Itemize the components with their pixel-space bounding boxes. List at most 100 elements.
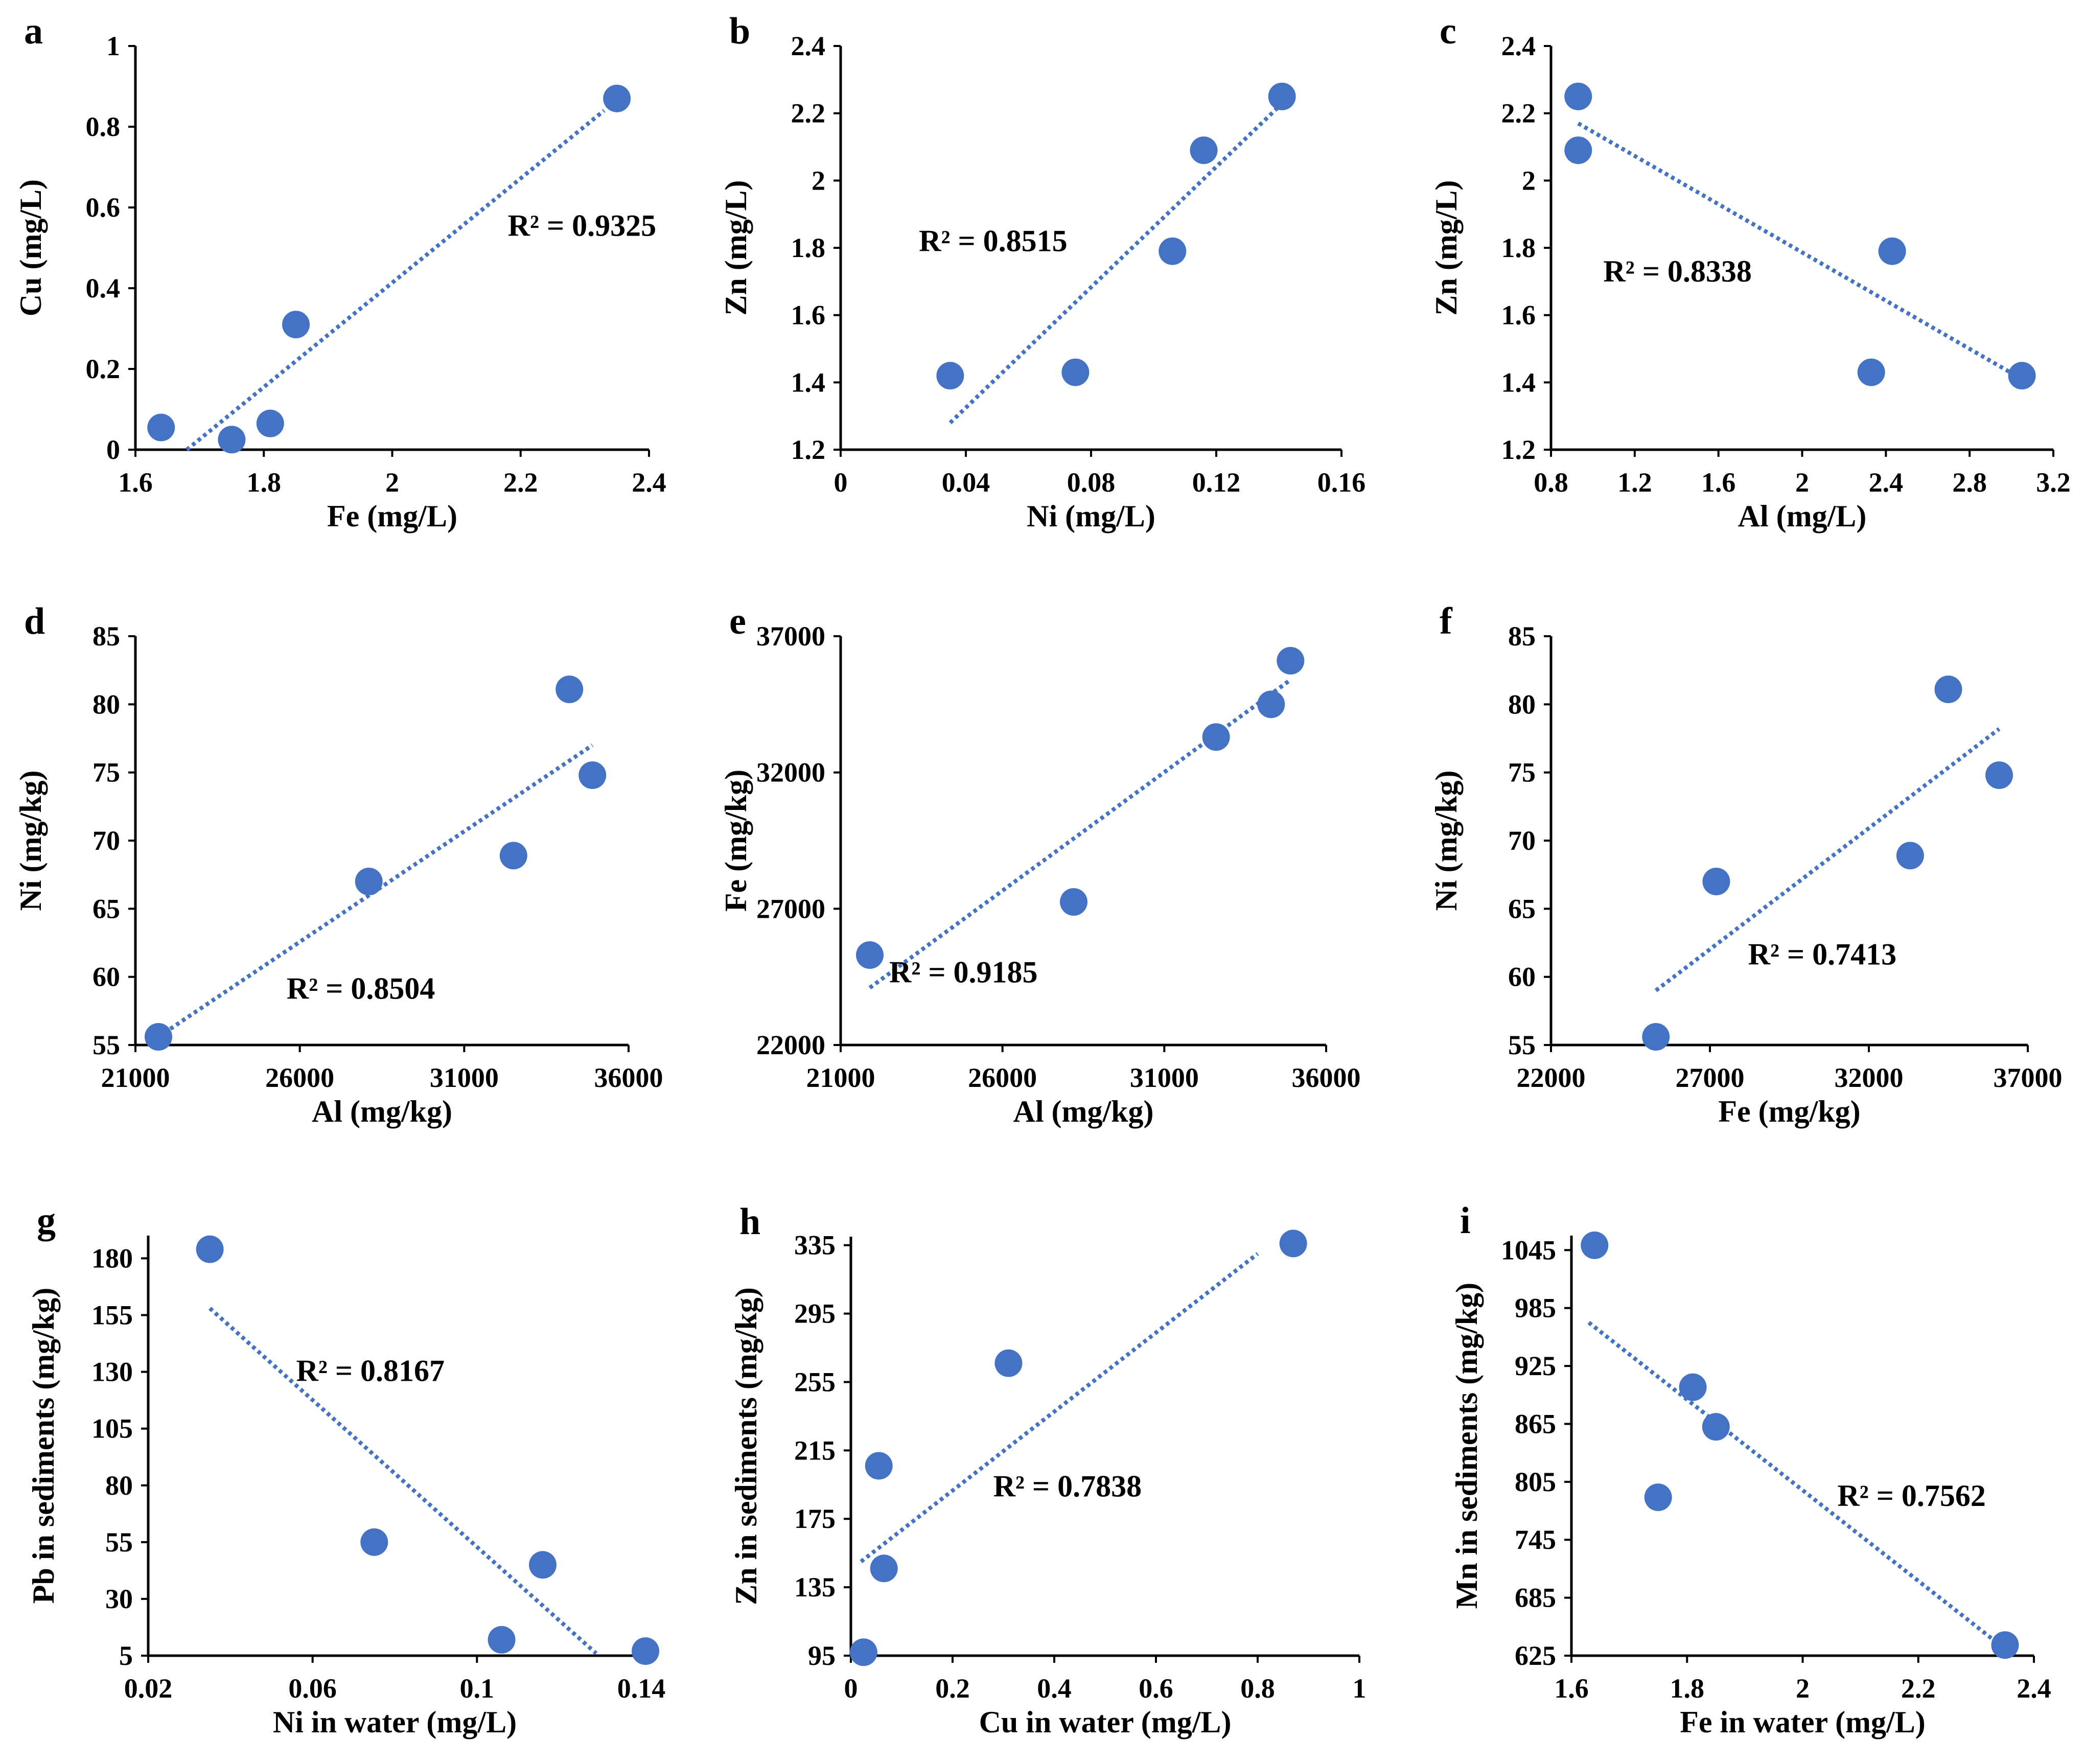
- y-tick-label: 85: [1508, 621, 1536, 652]
- y-tick-label: 55: [92, 1030, 120, 1060]
- y-tick-label: 27000: [756, 893, 825, 924]
- data-point: [1991, 1631, 2019, 1659]
- data-point: [147, 413, 175, 442]
- x-tick-label: 0: [844, 1673, 858, 1704]
- y-tick-label: 255: [794, 1366, 836, 1397]
- x-tick-label: 21000: [806, 1062, 875, 1093]
- y-axis-title: Pb in sediments (mg/kg): [27, 1288, 60, 1604]
- data-point: [145, 1023, 173, 1051]
- x-tick-label: 0.4: [1037, 1673, 1072, 1704]
- y-tick-label: 0.4: [86, 273, 121, 304]
- x-tick-label: 0.08: [1067, 467, 1116, 498]
- x-tick-label: 37000: [1994, 1062, 2063, 1093]
- x-tick-label: 2: [1796, 1673, 1810, 1704]
- x-tick-label: 2: [1795, 467, 1809, 498]
- x-tick-label: 1.8: [247, 467, 282, 498]
- r-squared-label: R² = 0.7413: [1748, 938, 1897, 971]
- y-tick-label: 65: [92, 893, 120, 924]
- data-point: [1702, 868, 1730, 895]
- y-tick-label: 2: [812, 165, 825, 196]
- data-point: [1564, 82, 1592, 110]
- x-tick-label: 2.4: [1869, 467, 1904, 498]
- y-tick-label: 80: [1508, 689, 1536, 719]
- data-point: [1159, 237, 1187, 265]
- y-axis-title: Ni (mg/kg): [1429, 771, 1463, 911]
- y-tick-label: 55: [1508, 1030, 1536, 1060]
- y-tick-label: 32000: [756, 757, 825, 788]
- x-tick-label: 0.02: [124, 1673, 173, 1704]
- data-point: [1679, 1373, 1707, 1401]
- y-tick-label: 60: [1508, 962, 1536, 992]
- panel-label: h: [739, 1201, 760, 1243]
- data-point: [578, 761, 607, 789]
- data-point: [488, 1626, 516, 1654]
- x-tick-label: 36000: [1292, 1062, 1361, 1093]
- chart-panel-h: 0 0.2 0.4 0.6 0.8 1 95 135 175 215 255 295 335 Cu in …: [729, 1201, 1367, 1739]
- chart-panel-a: 1.6 1.8 2 2.2 2.4 0 0.2 0.4 0.6 0.8 1 Fe (mg/L) Cu (…: [14, 10, 666, 533]
- x-axis-title: Al (mg/kg): [1013, 1095, 1154, 1128]
- data-point: [1878, 237, 1906, 265]
- y-tick-label: 135: [794, 1572, 836, 1603]
- data-point: [1257, 690, 1285, 718]
- y-tick-label: 30: [105, 1584, 133, 1614]
- y-tick-label: 1.8: [1501, 233, 1536, 263]
- y-tick-label: 80: [92, 689, 120, 719]
- y-tick-label: 0.8: [86, 111, 121, 142]
- x-tick-label: 0.14: [617, 1673, 666, 1704]
- data-point: [1190, 136, 1218, 165]
- trendline: [860, 1252, 1259, 1564]
- panel-label: e: [729, 600, 746, 642]
- x-tick-label: 2.8: [1952, 467, 1987, 498]
- x-tick-label: 2: [385, 467, 399, 498]
- data-point: [499, 842, 527, 870]
- x-tick-label: 0.8: [1534, 467, 1568, 498]
- data-point: [1985, 761, 2013, 789]
- x-axis-title: Fe (mg/kg): [1718, 1095, 1860, 1128]
- y-tick-label: 685: [1515, 1583, 1556, 1613]
- y-tick-label: 2.4: [791, 31, 826, 61]
- y-tick-label: 70: [92, 825, 120, 856]
- y-tick-label: 175: [794, 1503, 836, 1534]
- data-point: [1279, 1229, 1307, 1258]
- y-tick-label: 2.2: [791, 98, 826, 129]
- x-axis-title: Al (mg/L): [1738, 499, 1867, 533]
- data-point: [994, 1349, 1023, 1377]
- data-point: [360, 1528, 388, 1556]
- trendline: [948, 105, 1281, 425]
- chart-panel-b: 0 0.04 0.08 0.12 0.16 1.2 1.4 1.6 1.8 2 2.2 2.4 Ni (…: [719, 10, 1365, 533]
- data-point: [1277, 647, 1305, 675]
- x-tick-label: 0.06: [288, 1673, 337, 1704]
- panel-label: i: [1460, 1200, 1471, 1242]
- data-point: [603, 84, 631, 112]
- data-point: [256, 409, 284, 437]
- y-tick-label: 335: [794, 1230, 836, 1261]
- r-squared-label: R² = 0.8515: [919, 224, 1068, 258]
- y-tick-label: 130: [91, 1357, 133, 1387]
- y-tick-label: 745: [1515, 1524, 1556, 1555]
- trendline: [185, 109, 606, 452]
- panel-label: f: [1440, 600, 1453, 642]
- data-point: [529, 1551, 557, 1579]
- x-tick-label: 2.4: [2017, 1673, 2051, 1704]
- data-point: [1202, 723, 1230, 751]
- data-point: [282, 311, 310, 339]
- trendline: [868, 678, 1292, 990]
- x-axis-title: Fe in water (mg/L): [1680, 1705, 1925, 1739]
- data-point: [1702, 1413, 1730, 1441]
- r-squared-label: R² = 0.8167: [296, 1354, 445, 1387]
- r-squared-label: R² = 0.8338: [1603, 254, 1752, 288]
- y-tick-label: 805: [1515, 1467, 1556, 1497]
- data-point: [2008, 362, 2036, 390]
- x-tick-label: 22000: [1517, 1062, 1586, 1093]
- data-point: [218, 426, 246, 454]
- data-point: [1644, 1483, 1672, 1512]
- y-tick-label: 1.8: [791, 233, 826, 263]
- chart-panel-e: 21000 26000 31000 36000 22000 27000 32000 37000…: [719, 600, 1361, 1128]
- x-tick-label: 0.12: [1192, 467, 1241, 498]
- x-tick-label: 21000: [101, 1062, 170, 1093]
- y-tick-label: 625: [1515, 1640, 1556, 1671]
- x-axis-title: Al (mg/kg): [312, 1095, 452, 1128]
- y-tick-label: 925: [1515, 1351, 1556, 1381]
- data-point: [1061, 358, 1090, 386]
